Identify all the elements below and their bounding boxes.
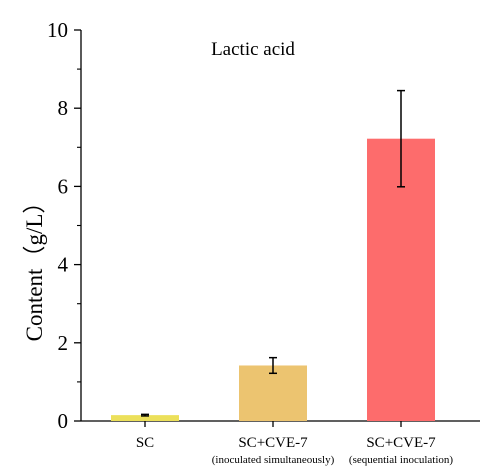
bar (111, 415, 179, 421)
bar (239, 365, 307, 421)
y-tick-label: 10 (47, 18, 68, 42)
y-tick-label: 6 (58, 174, 69, 198)
chart-title: Lactic acid (211, 39, 295, 60)
plot-area: 0 2 4 6 8 10 SC SC+CVE-7 (inoculated simultaneou… (47, 18, 480, 466)
y-tick-label: 4 (58, 253, 69, 277)
x-category-label: SC+CVE-7 (238, 435, 308, 451)
y-axis-label: Content（g/L） (22, 191, 47, 342)
x-category-label: SC (136, 435, 154, 451)
y-tick-label: 8 (58, 96, 69, 120)
x-category-sublabel: (inoculated simultaneously) (212, 454, 335, 466)
y-tick-label: 0 (58, 409, 69, 433)
x-category-sublabel: (sequential inoculation) (349, 454, 453, 466)
y-tick-label: 2 (58, 331, 69, 355)
x-category-label: SC+CVE-7 (366, 435, 436, 451)
